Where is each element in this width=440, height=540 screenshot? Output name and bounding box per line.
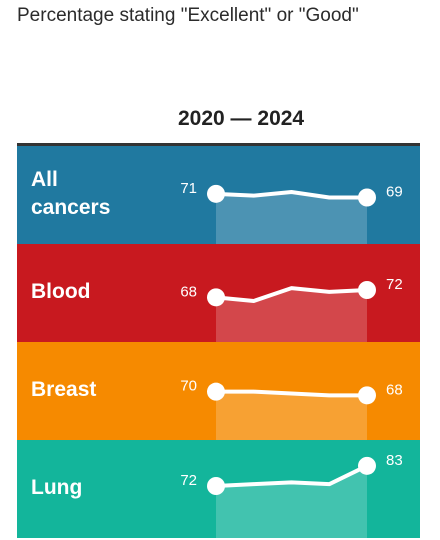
series-label-blood: Blood	[31, 280, 91, 303]
header-rule	[17, 143, 420, 146]
series-label-lung: Lung	[31, 476, 83, 499]
end-point-blood	[358, 281, 376, 299]
area-all-cancers	[216, 192, 367, 244]
end-point-lung	[358, 456, 376, 475]
year-range-label: 2020 — 2024	[178, 107, 305, 130]
chart-panels: All cancers 71 69 Blood 68 72 Breast 70 68 Lung 72…	[17, 146, 420, 540]
start-value-blood: 68	[180, 283, 197, 300]
area-breast	[216, 391, 367, 440]
line-blood	[215, 286, 368, 303]
start-point-all-cancers	[207, 184, 225, 203]
line-lung	[215, 464, 368, 488]
start-point-blood	[207, 288, 225, 307]
area-blood	[216, 288, 367, 342]
sparkline-blood: 68 72	[180, 276, 403, 342]
sparkline-lung: 72 83	[180, 452, 403, 538]
sparkline-all-cancers: 71 69	[180, 180, 403, 244]
series-label-all-cancers: All cancers	[31, 168, 111, 219]
start-point-lung	[207, 477, 225, 495]
line-breast	[216, 389, 367, 398]
sparkline-breast: 70 68	[180, 378, 403, 440]
panel-all-cancers: All cancers 71 69	[17, 146, 420, 244]
start-value-breast: 70	[180, 378, 197, 395]
end-value-blood: 72	[386, 276, 403, 293]
series-label-breast: Breast	[31, 378, 97, 401]
end-point-all-cancers	[358, 188, 376, 207]
start-point-breast	[207, 382, 225, 401]
end-value-breast: 68	[386, 381, 403, 398]
line-all-cancers	[215, 190, 367, 200]
panel-breast: Breast 70 68	[17, 342, 420, 440]
end-point-breast	[358, 386, 376, 405]
start-value-all-cancers: 71	[180, 180, 197, 197]
end-value-all-cancers: 69	[386, 184, 403, 201]
panel-lung: Lung 72 83	[17, 440, 420, 538]
area-lung	[216, 465, 367, 538]
start-value-lung: 72	[180, 472, 197, 489]
panel-blood: Blood 68 72	[17, 244, 420, 342]
end-value-lung: 83	[386, 452, 403, 469]
chart-subtitle: Percentage stating "Excellent" or "Good"	[17, 5, 359, 26]
